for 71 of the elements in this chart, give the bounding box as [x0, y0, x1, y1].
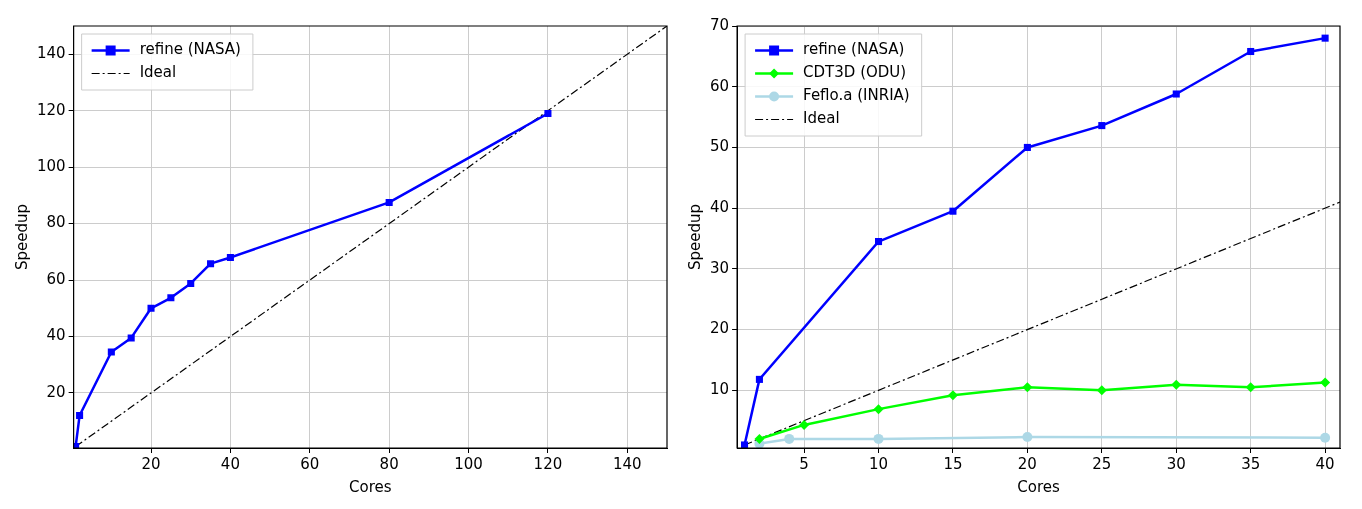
- point: [385, 198, 393, 206]
- point: [784, 433, 795, 444]
- x-tick-label: 40: [220, 454, 240, 473]
- y-tick-label: 40: [709, 198, 730, 217]
- x-tick-label: 100: [454, 454, 483, 473]
- point: [107, 348, 115, 356]
- legend-label: Ideal: [139, 63, 177, 82]
- y-tick-label: 100: [36, 157, 66, 176]
- point: [1023, 143, 1031, 151]
- x-tick-label: 140: [612, 454, 642, 473]
- point: [1171, 379, 1182, 390]
- legend-label: refine (NASA): [803, 40, 905, 59]
- point: [1022, 432, 1033, 443]
- x-tick-label: 60: [300, 454, 320, 473]
- x-tick-label: 20: [141, 454, 161, 473]
- x-tick-label: 5: [799, 454, 809, 473]
- point: [167, 294, 175, 302]
- point: [873, 404, 884, 415]
- y-tick-label: 10: [709, 380, 730, 399]
- point: [147, 304, 155, 312]
- y-tick-label: 40: [46, 326, 66, 345]
- legend-label: CDT3D (ODU): [803, 63, 907, 82]
- point: [1245, 382, 1256, 393]
- point: [1172, 90, 1180, 98]
- y-tick-label: 50: [709, 137, 730, 156]
- point: [1320, 377, 1331, 388]
- point: [544, 109, 552, 118]
- y-tick-label: 20: [46, 382, 66, 401]
- point: [799, 419, 810, 430]
- y-axis-title: Speedup: [685, 203, 704, 271]
- point: [76, 412, 84, 420]
- point: [1096, 385, 1107, 396]
- point: [947, 390, 958, 401]
- point: [1098, 122, 1106, 130]
- x-tick-label: 80: [379, 454, 399, 473]
- x-tick-label: 10: [868, 454, 889, 473]
- point: [741, 441, 749, 448]
- point: [1321, 34, 1329, 42]
- point: [755, 375, 763, 383]
- x-tick-label: 35: [1241, 454, 1261, 473]
- x-tick-label: 120: [533, 454, 563, 473]
- x-axis-title: Cores: [349, 477, 392, 496]
- point: [127, 334, 135, 342]
- point: [754, 433, 765, 444]
- point: [226, 253, 234, 261]
- point: [873, 433, 884, 444]
- x-axis-title: Cores: [1017, 477, 1060, 496]
- y-tick-label: 30: [709, 258, 730, 277]
- legend-label: refine (NASA): [139, 40, 241, 59]
- y-axis-title: Speedup: [12, 203, 31, 271]
- x-tick-label: 30: [1166, 454, 1186, 473]
- point: [207, 260, 215, 268]
- y-tick-label: 140: [36, 44, 66, 63]
- y-tick-label: 60: [46, 269, 66, 288]
- point: [187, 279, 195, 287]
- y-tick-label: 20: [709, 319, 730, 338]
- point: [949, 207, 957, 215]
- point: [1247, 47, 1255, 56]
- y-tick-label: 70: [709, 15, 730, 34]
- point: [1022, 382, 1033, 393]
- point: [1320, 432, 1331, 443]
- x-tick-label: 15: [943, 454, 963, 473]
- point: [874, 238, 883, 246]
- legend-label: Ideal: [803, 109, 840, 128]
- x-tick-label: 25: [1092, 454, 1112, 473]
- y-tick-label: 80: [46, 213, 66, 232]
- y-tick-label: 120: [36, 100, 66, 119]
- x-tick-label: 40: [1315, 454, 1335, 473]
- y-tick-label: 60: [709, 76, 730, 95]
- legend-label: Feflo.a (INRIA): [803, 86, 910, 105]
- x-tick-label: 20: [1017, 454, 1037, 473]
